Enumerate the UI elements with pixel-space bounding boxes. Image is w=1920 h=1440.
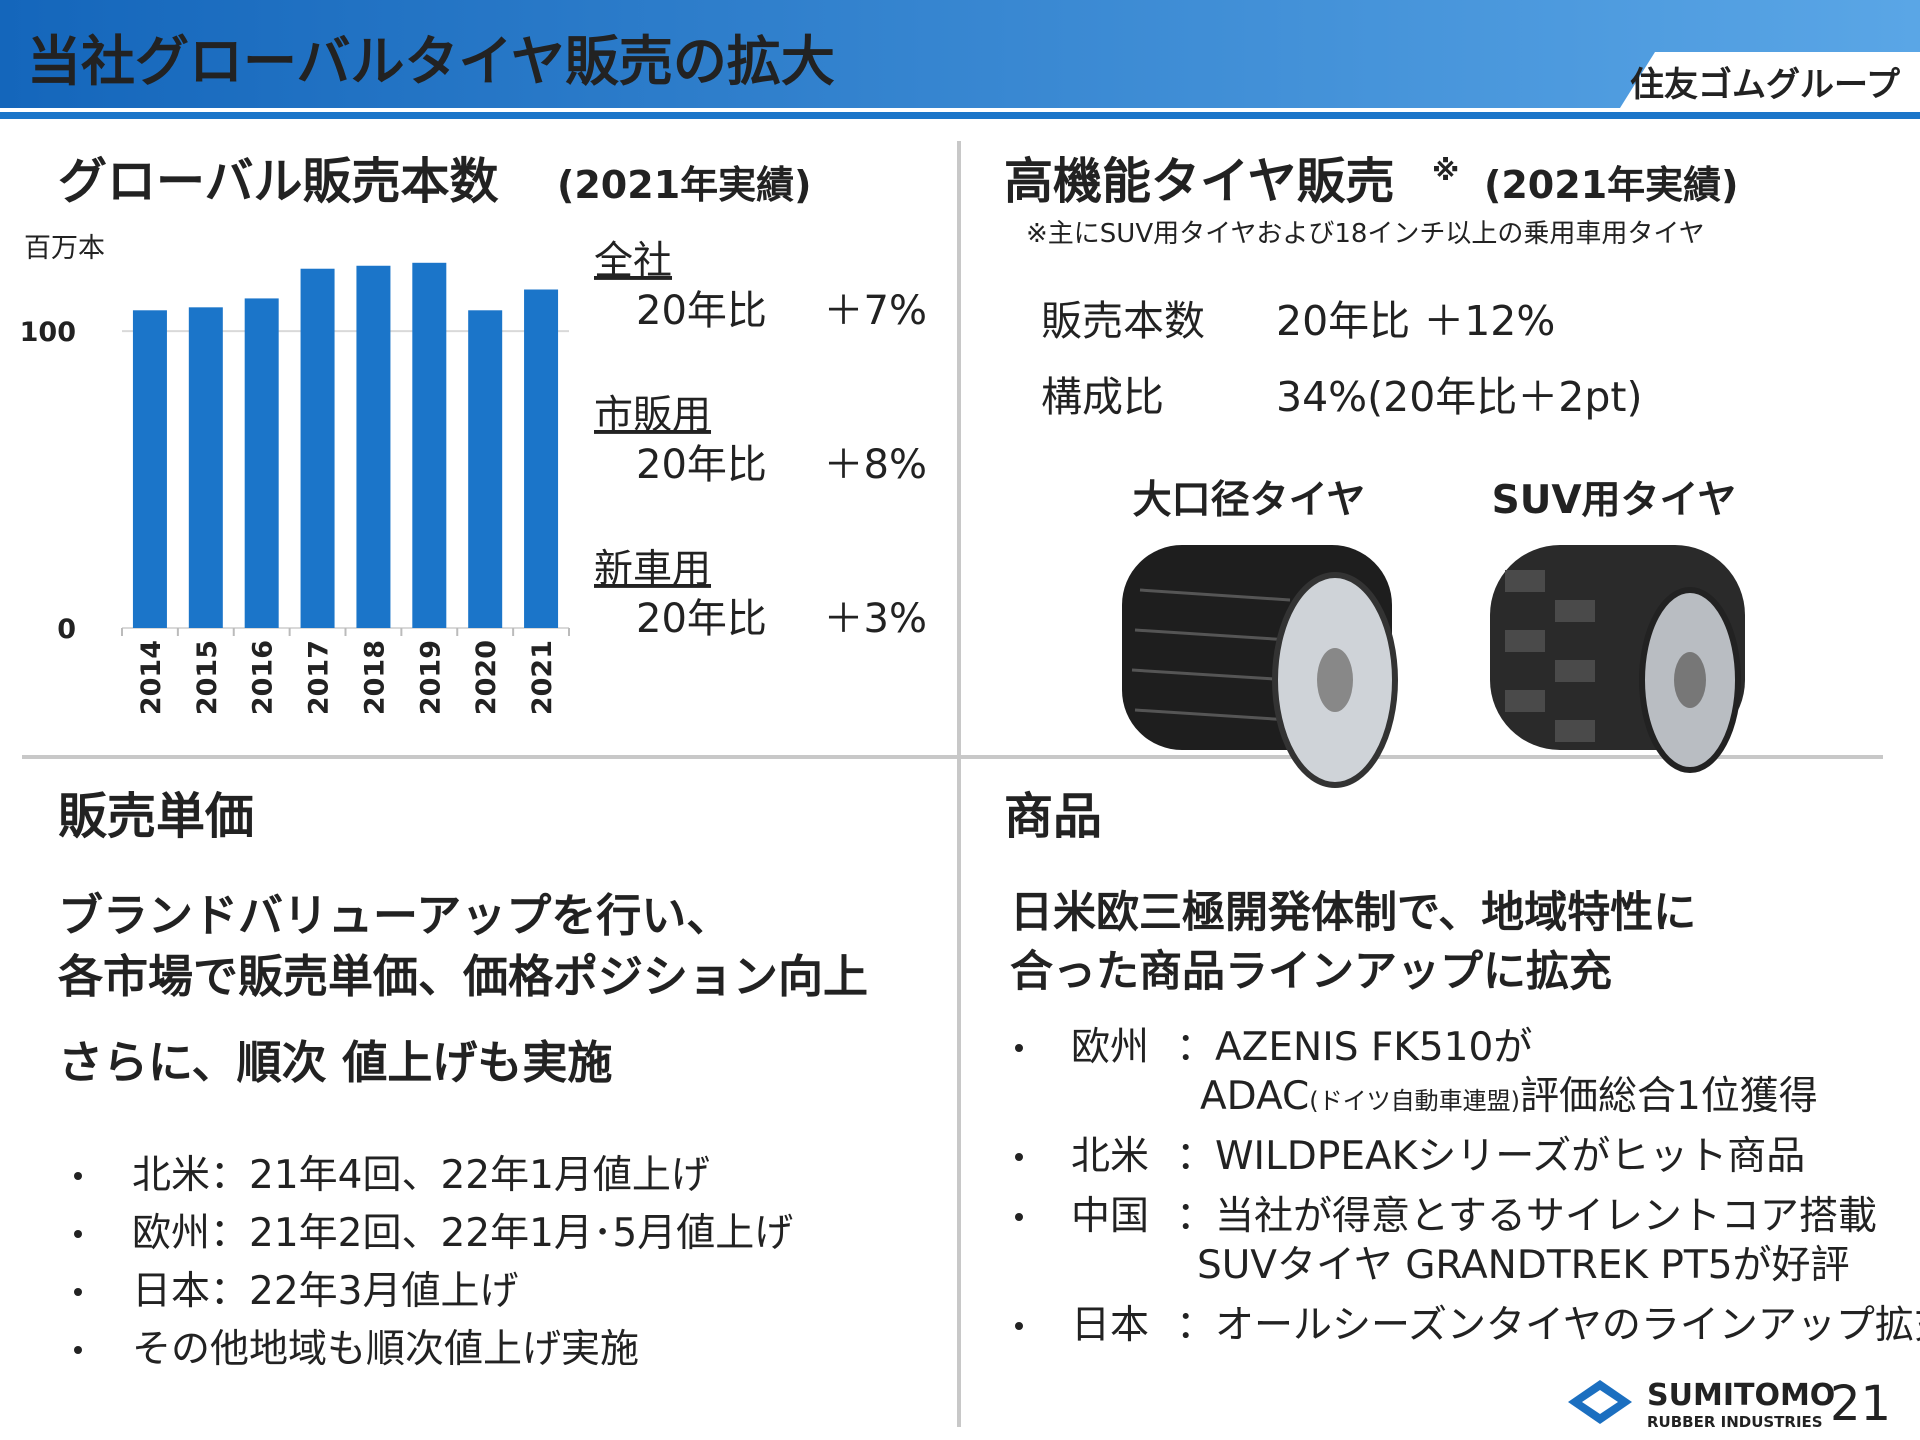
stat-value: 20年比 ＋12% <box>1276 297 1555 345</box>
bullet-text: ：AZENIS FK510が <box>1176 1025 1532 1070</box>
bar <box>412 262 447 628</box>
bar <box>244 298 279 628</box>
x-tick-label: 2016 <box>248 640 279 715</box>
bullet-dot <box>74 1346 82 1354</box>
note-mark: ※ <box>1432 154 1459 187</box>
company-sub: RUBBER INDUSTRIES <box>1647 1413 1823 1431</box>
growth-change: ＋7% <box>824 288 927 334</box>
y-axis-label: 百万本 <box>24 233 105 264</box>
bullet-text: その他地域も順次値上げ実施 <box>132 1327 639 1372</box>
bullet-label: 中国 <box>1071 1194 1149 1239</box>
x-tick-label: 2021 <box>527 640 558 715</box>
header-bar <box>0 0 1920 108</box>
bullet-text: SUVタイヤ GRANDTREK PT5が好評 <box>1197 1243 1850 1288</box>
bullet-text: ：当社が得意とするサイレントコア搭載 <box>1176 1194 1877 1239</box>
emphasis: さらに、順次 値上げも実施 <box>58 1036 612 1089</box>
section-title: 販売単価 <box>58 788 254 845</box>
chart-subtitle: (2021年実績) <box>557 163 812 207</box>
bullet-dot <box>1015 1322 1023 1330</box>
x-tick-label: 2018 <box>359 640 390 715</box>
stat-value: 34%(20年比＋2pt) <box>1276 373 1642 421</box>
tire-image <box>1122 545 1398 788</box>
bullet-dot <box>1015 1044 1023 1052</box>
bullet-text-part: ADAC <box>1200 1074 1309 1119</box>
bar <box>132 310 167 628</box>
bullet-label: 北米 <box>1071 1134 1149 1179</box>
chart-title: グローバル販売本数 <box>58 153 499 210</box>
section-subtitle: (2021年実績) <box>1484 163 1739 207</box>
stat-label: 構成比 <box>1041 373 1164 421</box>
bullet-text: 欧州：21年2回、22年1月･5月値上げ <box>132 1211 793 1256</box>
bar <box>468 310 503 628</box>
bullet-label: 日本 <box>1071 1303 1149 1348</box>
bar <box>524 289 559 628</box>
growth-comparison: 20年比 <box>636 288 767 334</box>
headline: 合った商品ラインアップに拡充 <box>1010 947 1612 997</box>
bullet-dot <box>74 1288 82 1296</box>
page-number: 21 <box>1830 1376 1891 1432</box>
note: ※主にSUV用タイヤおよび18インチ以上の乗用車用タイヤ <box>1026 219 1705 249</box>
x-tick-label: 2020 <box>471 640 502 715</box>
y-tick-label: 100 <box>20 317 76 348</box>
headline: 日米欧三極開発体制で、地域特性に <box>1010 888 1696 938</box>
tire-image <box>1490 545 1745 773</box>
x-tick-label: 2017 <box>304 640 335 715</box>
bullet-text-part: (ドイツ自動車連盟) <box>1309 1087 1520 1115</box>
section-title: 高機能タイヤ販売 <box>1004 153 1395 210</box>
header-line <box>0 112 1920 119</box>
growth-change: ＋3% <box>824 596 927 642</box>
growth-change: ＋8% <box>824 442 927 488</box>
bullet-dot <box>1015 1213 1023 1221</box>
company-name: SUMITOMO <box>1647 1378 1835 1413</box>
bullet-text: ADAC(ドイツ自動車連盟)評価総合1位獲得 <box>1200 1074 1818 1119</box>
x-tick-label: 2015 <box>192 640 223 715</box>
bullet-dot <box>1015 1153 1023 1161</box>
bullet-dot <box>74 1230 82 1238</box>
bullet-text: 北米：21年4回、22年1月値上げ <box>132 1153 710 1198</box>
headline: 各市場で販売単価、価格ポジション向上 <box>58 950 868 1003</box>
slide-title: 当社グローバルタイヤ販売の拡大 <box>27 30 835 93</box>
bullet-label: 欧州 <box>1071 1025 1149 1070</box>
bar <box>188 307 223 628</box>
stat-label: 販売本数 <box>1041 297 1205 345</box>
growth-comparison: 20年比 <box>636 596 767 642</box>
brand-tab <box>1620 52 1920 108</box>
image-label: SUV用タイヤ <box>1492 478 1737 523</box>
growth-label: 新車用 <box>594 547 711 592</box>
bullet-text-part: 評価総合1位獲得 <box>1520 1074 1818 1119</box>
headline: ブランドバリューアップを行い、 <box>58 889 731 942</box>
bullet-text: ：オールシーズンタイヤのラインアップ拡充 <box>1176 1303 1920 1348</box>
y-tick-label: 0 <box>57 614 76 645</box>
bullet-text: ：WILDPEAKシリーズがヒット商品 <box>1176 1134 1805 1179</box>
bar <box>356 265 391 628</box>
growth-comparison: 20年比 <box>636 442 767 488</box>
section-title: 商品 <box>1004 788 1102 845</box>
image-label: 大口径タイヤ <box>1133 478 1366 523</box>
growth-label: 市販用 <box>594 393 711 438</box>
x-tick-label: 2019 <box>415 640 446 715</box>
bullet-dot <box>74 1172 82 1180</box>
x-tick-label: 2014 <box>136 640 167 715</box>
growth-label: 全社 <box>594 239 672 284</box>
logo-mark-inner <box>1582 1390 1618 1414</box>
bullet-text: 日本：22年3月値上げ <box>132 1269 518 1314</box>
bar <box>300 268 335 628</box>
brand-name: 住友ゴムグループ <box>1630 65 1900 105</box>
